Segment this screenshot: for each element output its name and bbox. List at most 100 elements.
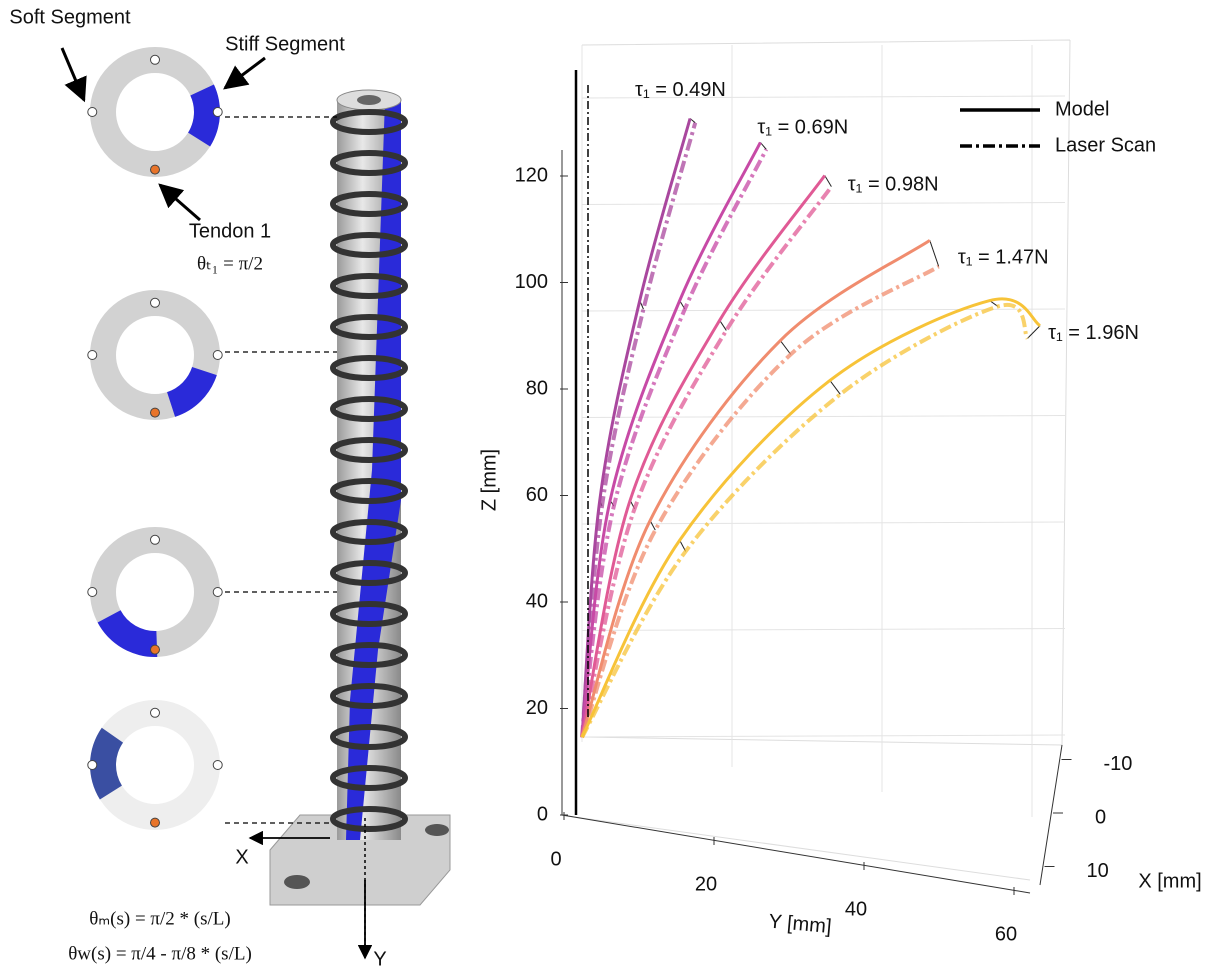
coil — [330, 232, 408, 258]
hole — [150, 534, 160, 545]
pointer — [223, 56, 266, 90]
stiff-sector — [97, 610, 158, 657]
coil — [330, 273, 408, 299]
grid-line — [581, 95, 1066, 99]
grid-line — [581, 628, 1066, 631]
grid-line — [581, 202, 1066, 205]
hole — [150, 164, 160, 175]
scan-line — [580, 302, 1030, 739]
stiff-sector — [188, 84, 220, 147]
base-hole — [284, 875, 310, 889]
z-tick-label: 40 — [526, 590, 548, 612]
x-tick-label: -10 — [1104, 753, 1133, 775]
x-tick-label: 0 — [1095, 806, 1106, 828]
series-label: τ₁ = 1.47N — [958, 247, 1049, 269]
hole — [150, 54, 160, 65]
hatch — [1027, 325, 1041, 339]
z-tick-label: 100 — [515, 271, 548, 293]
coil — [330, 355, 408, 381]
model-line — [580, 297, 1042, 738]
theta-w: θw(s) = π/4 - π/8 * (s/L) — [68, 943, 252, 964]
grid-line — [581, 521, 1066, 525]
coil — [330, 396, 408, 422]
hatch — [779, 340, 792, 355]
coil — [330, 765, 408, 791]
coil — [330, 109, 408, 135]
hole — [212, 760, 223, 770]
z-axis-label: Z [mm] — [478, 449, 500, 511]
hole — [87, 587, 98, 597]
grid-line — [581, 415, 1066, 418]
y-tick-label: 0 — [550, 848, 561, 870]
coil — [330, 314, 408, 340]
pointer — [60, 47, 87, 103]
stiff-label: Stiff Segment — [225, 33, 345, 55]
axes-box — [559, 39, 1071, 881]
coil — [330, 437, 408, 463]
series-label: τ₁ = 0.98N — [848, 174, 939, 196]
model-line — [580, 239, 931, 738]
coil — [330, 642, 408, 668]
tendon-angle: θₜ₁ = π/2 — [197, 253, 263, 274]
y-axis — [561, 814, 1031, 894]
y-tick-label: 20 — [695, 873, 717, 895]
diagram: Soft Segment Stiff Segment Tendon 1 θₜ₁ … — [9, 6, 451, 970]
soft-label: Soft Segment — [9, 6, 131, 28]
y-axis-label: Y [mm] — [768, 911, 833, 938]
series-label: τ₁ = 1.96N — [1048, 322, 1139, 344]
z-tick-label: 20 — [526, 697, 548, 719]
coil — [330, 150, 408, 176]
x-axis-label: X [mm] — [1138, 870, 1201, 892]
scan-line — [580, 148, 769, 738]
hatch — [824, 175, 832, 187]
model-line — [580, 118, 692, 738]
hole — [212, 107, 223, 117]
y-arrow-label: Y — [373, 948, 386, 970]
grid-line — [581, 734, 1066, 738]
z-tick-label: 60 — [526, 484, 548, 506]
x-arrow-label: X — [235, 846, 248, 868]
pointer — [158, 183, 201, 222]
coils — [330, 109, 408, 832]
coil — [330, 601, 408, 627]
stiff-sector — [167, 367, 217, 417]
legend-label: Laser Scan — [1055, 134, 1156, 156]
base-hole — [425, 824, 449, 836]
hatch — [719, 320, 727, 331]
z-tick-label: 120 — [515, 164, 548, 186]
rings — [87, 47, 223, 830]
x-axis — [1039, 744, 1063, 886]
coil — [330, 806, 408, 832]
hole — [87, 760, 98, 770]
ring — [90, 47, 220, 177]
model-line — [580, 174, 826, 738]
ring — [90, 700, 220, 830]
scan-line — [580, 185, 834, 738]
coil — [330, 478, 408, 504]
hole — [87, 107, 98, 117]
z-tick-label: 80 — [526, 377, 548, 399]
theta-m: θₘ(s) = π/2 * (s/L) — [89, 908, 231, 929]
y-tick-label: 40 — [845, 898, 867, 920]
coil — [330, 560, 408, 586]
hole — [212, 587, 223, 597]
coil — [330, 683, 408, 709]
stiff-stripe — [346, 100, 401, 840]
rod-bore — [357, 95, 381, 105]
tendon-label: Tendon 1 — [189, 220, 271, 242]
y-tick-label: 60 — [995, 923, 1017, 945]
stiff-sector — [89, 727, 124, 800]
hatch — [929, 240, 940, 267]
coil — [330, 191, 408, 217]
z-tick-label: 0 — [537, 803, 548, 825]
hole — [150, 407, 160, 418]
coil — [330, 519, 408, 545]
series-label: τ₁ = 0.49N — [635, 79, 726, 101]
hole — [150, 297, 160, 308]
plot: 0 20 40 60 80 100 120 0 20 40 60 -10 0 10 Z [mm] Y [mm]… — [478, 39, 1202, 945]
x-tick-label: 10 — [1087, 860, 1109, 882]
hole — [150, 644, 160, 655]
coil — [330, 724, 408, 750]
